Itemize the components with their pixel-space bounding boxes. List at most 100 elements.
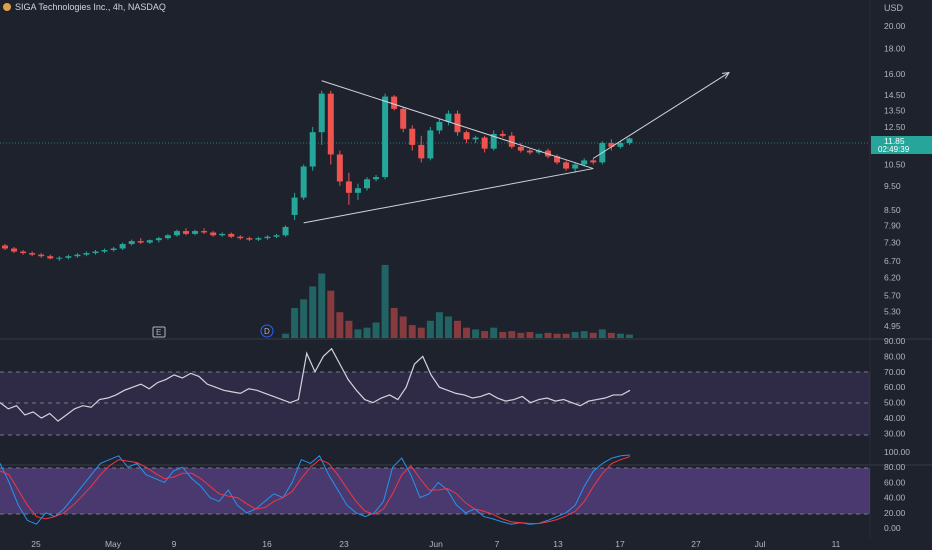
- candle-body: [400, 108, 407, 129]
- volume-bar: [300, 299, 308, 338]
- volume-bar: [517, 332, 525, 338]
- candle-body: [137, 241, 144, 243]
- price-badge-value: 11.85: [884, 136, 905, 146]
- price-tick-label: 5.70: [884, 291, 901, 301]
- candle-body: [201, 231, 208, 233]
- price-tick-label: 6.70: [884, 256, 901, 266]
- chart-header[interactable]: SIGA Technologies Inc., 4h, NASDAQ: [3, 2, 166, 12]
- volume-bar: [444, 316, 452, 338]
- volume-bar: [499, 331, 507, 338]
- rsi-tick-label: 80.00: [884, 351, 906, 361]
- volume-bar: [571, 331, 579, 338]
- candle-body: [508, 135, 515, 147]
- dividend-marker[interactable]: D: [260, 324, 274, 338]
- candle-body: [463, 132, 470, 140]
- candle-body: [264, 236, 271, 239]
- candle-body: [626, 138, 633, 144]
- time-tick-label: 9: [172, 539, 177, 549]
- rsi-pane[interactable]: [0, 340, 870, 464]
- volume-bar: [345, 320, 353, 338]
- candle-body: [128, 241, 135, 245]
- stoch-pane[interactable]: [0, 466, 870, 538]
- price-tick-label: 8.50: [884, 205, 901, 215]
- candle-body: [65, 256, 72, 258]
- stoch-series: [0, 454, 631, 525]
- candle-body: [409, 128, 416, 145]
- rsi-tick-label: 30.00: [884, 428, 906, 438]
- candle-body: [499, 133, 506, 136]
- price-tick-label: 4.95: [884, 321, 901, 331]
- volume-bar: [472, 329, 480, 338]
- volume-bar: [463, 327, 471, 338]
- drawings[interactable]: [303, 71, 730, 224]
- price-tick-label: 5.30: [884, 306, 901, 316]
- triangle-lower-line[interactable]: [303, 168, 594, 224]
- candle-body: [2, 245, 8, 249]
- candle-body: [146, 240, 153, 243]
- price-pane[interactable]: [0, 0, 870, 338]
- volume-bar: [417, 327, 425, 338]
- candle-body: [20, 251, 27, 254]
- candle-body: [572, 164, 579, 169]
- candle-body: [119, 244, 126, 249]
- earnings-marker[interactable]: E: [152, 326, 166, 338]
- price-tick-label: 13.50: [884, 105, 906, 115]
- price-axis[interactable]: 20.00 18.00 16.00 14.50 13.50 12.50 10.50 9.50 8…: [884, 21, 906, 331]
- candle-body: [554, 156, 561, 163]
- volume-bar: [553, 333, 561, 338]
- candle-body: [273, 235, 280, 237]
- volume-bar: [454, 320, 461, 338]
- candle-body: [608, 143, 615, 147]
- dividend-marker-label: D: [264, 327, 270, 336]
- time-tick-label: May: [105, 539, 122, 549]
- candle-body: [391, 96, 398, 109]
- rsi-tick-label: 50.00: [884, 398, 906, 408]
- volume-bar: [372, 322, 380, 338]
- time-tick-label: 13: [553, 539, 563, 549]
- time-tick-label: 17: [615, 539, 625, 549]
- candle-body: [74, 254, 81, 257]
- price-tick-label: 20.00: [884, 21, 906, 31]
- rsi-axis[interactable]: 90.00 80.00 70.00 60.00 50.00 40.00 30.00: [884, 336, 906, 438]
- stoch-axis[interactable]: 100.00 80.00 60.00 40.00 20.00 0.00: [884, 447, 910, 533]
- candle-body: [38, 254, 45, 257]
- stoch-tick-label: 100.00: [884, 447, 910, 457]
- candle-body: [228, 233, 235, 237]
- candle-body: [481, 137, 488, 149]
- volume-bar: [535, 333, 543, 338]
- price-tick-label: 6.20: [884, 273, 901, 283]
- symbol-logo-icon: [3, 3, 11, 11]
- candle-body: [526, 150, 533, 153]
- candle-body: [309, 132, 316, 167]
- volume-bar: [607, 332, 615, 338]
- candle-body: [155, 238, 162, 241]
- candle-body: [164, 235, 171, 239]
- time-axis[interactable]: 25 May 9 16 23 Jun 7 13 17 27 Jul 11: [31, 539, 840, 549]
- triangle-upper-line[interactable]: [321, 80, 594, 170]
- stoch-tick-label: 60.00: [884, 477, 906, 487]
- volume-bar: [318, 273, 326, 338]
- volume-bar: [399, 316, 407, 338]
- price-tick-label: 7.90: [884, 221, 901, 231]
- price-tick-label: 10.50: [884, 159, 906, 169]
- price-badge: 11.85 02:49:39: [871, 136, 932, 154]
- candle-body: [382, 96, 389, 178]
- stoch-tick-label: 40.00: [884, 493, 906, 503]
- volume-bar: [544, 332, 552, 338]
- candle-body: [345, 181, 352, 193]
- earnings-marker-label: E: [156, 328, 161, 337]
- candle-body: [110, 248, 117, 251]
- volume-bar: [580, 331, 588, 338]
- candle-body: [517, 146, 524, 151]
- price-tick-label: 16.00: [884, 69, 906, 79]
- projection-arrow[interactable]: [592, 72, 730, 159]
- volume-bar: [408, 325, 416, 338]
- candle-body: [192, 231, 199, 234]
- volume-bar: [390, 307, 398, 338]
- candle-body: [563, 162, 570, 169]
- candle-body: [255, 238, 262, 240]
- volume-bar: [490, 327, 498, 338]
- candle-body: [590, 160, 597, 163]
- volume-bar: [435, 312, 443, 338]
- volume-bar: [363, 327, 371, 338]
